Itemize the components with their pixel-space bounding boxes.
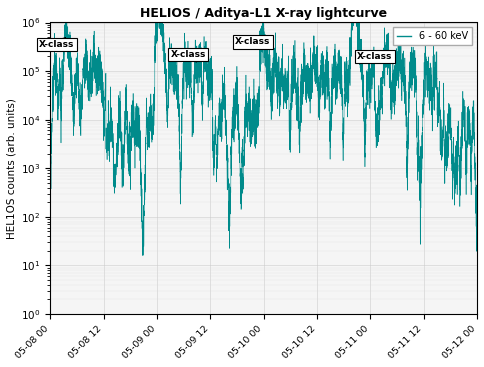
Text: X-class: X-class — [0, 366, 1, 367]
Text: X-class: X-class — [0, 366, 1, 367]
Text: X-class: X-class — [357, 52, 393, 61]
Text: X-class: X-class — [235, 37, 270, 46]
Y-axis label: HEL1OS counts (arb. units): HEL1OS counts (arb. units) — [7, 98, 17, 239]
Legend: 6 - 60 keV: 6 - 60 keV — [393, 28, 472, 45]
Text: X-class: X-class — [170, 50, 206, 62]
Text: X-class: X-class — [39, 37, 75, 49]
Title: HELIOS / Aditya-L1 X-ray lightcurve: HELIOS / Aditya-L1 X-ray lightcurve — [140, 7, 387, 20]
